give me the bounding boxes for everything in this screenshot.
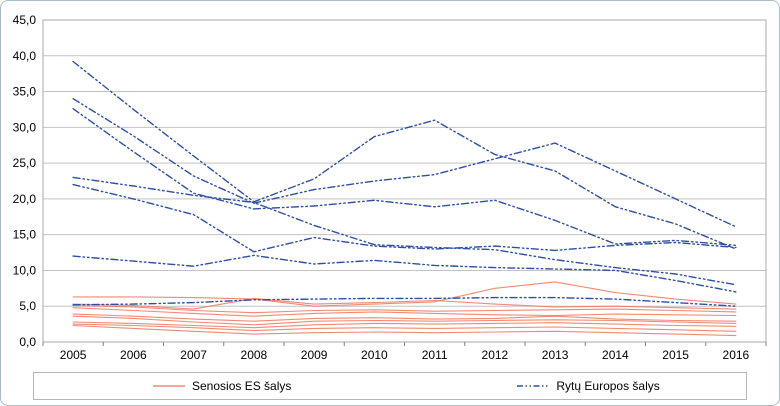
y-axis-tick-label: 0,0: [19, 335, 36, 349]
series-line-senosios-es-2: [72, 297, 737, 310]
x-axis-tick-label: 2016: [723, 348, 750, 362]
series-line-rytu-europos-5: [72, 183, 737, 253]
series-line-senosios-es-7: [72, 321, 737, 329]
series-line-rytu-europos-4: [72, 176, 737, 286]
series-line-rytu-europos-3: [72, 107, 737, 247]
legend-label-senosios-es: Senosios ES šalys: [192, 379, 292, 393]
x-axis-tick-label: 2010: [361, 348, 388, 362]
x-axis-tick-label: 2006: [120, 348, 147, 362]
y-axis-tick-label: 15,0: [13, 228, 37, 242]
y-axis-tick-label: 40,0: [13, 49, 37, 63]
x-axis-tick-label: 2013: [542, 348, 569, 362]
series-line-senosios-es-3: [72, 304, 737, 314]
legend-item-rytu-europos: Rytų Europos šalys: [516, 379, 660, 393]
series-line-senosios-es-6: [72, 315, 737, 326]
y-axis-tick-label: 45,0: [13, 13, 37, 27]
x-axis-tick-label: 2005: [60, 348, 87, 362]
y-axis-tick-label: 10,0: [13, 263, 37, 277]
legend-label-rytu-europos: Rytų Europos šalys: [556, 379, 660, 393]
series-line-senosios-es-8: [72, 323, 737, 332]
series-line-senosios-es-4: [72, 307, 737, 317]
series-line-rytu-europos-1: [72, 60, 737, 250]
x-axis-tick-label: 2007: [180, 348, 207, 362]
series-line-senosios-es-5: [72, 313, 737, 322]
series-line-senosios-es-9: [72, 324, 737, 337]
y-axis-tick-label: 20,0: [13, 192, 37, 206]
legend-solid-line-sample: [153, 385, 185, 387]
series-line-rytu-europos-6: [72, 254, 737, 293]
series-line-senosios-es-1: [72, 281, 737, 307]
x-axis-tick-label: 2009: [301, 348, 328, 362]
plot-border: [42, 19, 767, 343]
series-line-rytu-europos-7: [72, 296, 737, 307]
legend-dashdot-line-sample: [517, 385, 550, 387]
x-axis-tick-label: 2011: [422, 348, 448, 362]
legend-item-senosios-es: Senosios ES šalys: [152, 379, 291, 393]
y-axis-tick-label: 30,0: [13, 120, 37, 134]
x-axis-tick-label: 2008: [241, 348, 268, 362]
series-line-rytu-europos-2: [72, 97, 737, 228]
y-axis-tick-label: 35,0: [13, 85, 37, 99]
x-axis-tick-label: 2014: [602, 348, 629, 362]
x-axis-tick-label: 2012: [482, 348, 509, 362]
chart-legend: Senosios ES šalys Rytų Europos šalys: [33, 372, 747, 400]
y-axis-tick-label: 25,0: [13, 156, 37, 170]
y-axis-tick-label: 5,0: [19, 299, 36, 313]
x-axis-tick-label: 2015: [662, 348, 689, 362]
chart-plot-area: 0,0 5,0 10,0 15,0 20,0 25,0 30,0 35,0 40,0 45,0 20…: [13, 13, 767, 362]
